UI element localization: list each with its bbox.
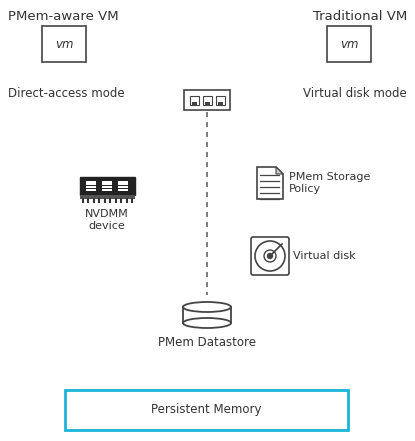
Text: Virtual disk mode: Virtual disk mode [303,87,407,100]
FancyBboxPatch shape [191,101,196,105]
Text: Persistent Memory: Persistent Memory [151,404,262,416]
FancyBboxPatch shape [205,101,210,105]
FancyBboxPatch shape [42,26,86,62]
FancyBboxPatch shape [118,181,128,191]
FancyBboxPatch shape [86,181,96,191]
Polygon shape [257,167,283,199]
Text: Direct-access mode: Direct-access mode [8,87,124,100]
Ellipse shape [183,318,231,328]
Circle shape [268,254,273,258]
FancyBboxPatch shape [184,90,230,110]
FancyBboxPatch shape [215,96,225,105]
FancyBboxPatch shape [217,101,222,105]
FancyBboxPatch shape [80,195,134,199]
Ellipse shape [183,302,231,312]
Text: vm: vm [55,37,73,51]
Polygon shape [183,307,231,323]
FancyBboxPatch shape [80,177,134,195]
Text: PMem-aware VM: PMem-aware VM [8,10,119,23]
FancyBboxPatch shape [102,181,112,191]
FancyBboxPatch shape [251,237,289,275]
Text: NVDMM
device: NVDMM device [85,209,129,231]
FancyBboxPatch shape [190,96,198,105]
FancyBboxPatch shape [203,96,212,105]
Text: Virtual disk: Virtual disk [293,251,356,261]
Text: vm: vm [340,37,358,51]
Text: PMem Datastore: PMem Datastore [158,336,256,349]
Polygon shape [276,167,283,174]
FancyBboxPatch shape [327,26,371,62]
Circle shape [255,241,285,271]
Circle shape [264,250,276,262]
Text: Traditional VM: Traditional VM [313,10,407,23]
Text: PMem Storage
Policy: PMem Storage Policy [289,172,370,194]
FancyBboxPatch shape [65,390,348,430]
